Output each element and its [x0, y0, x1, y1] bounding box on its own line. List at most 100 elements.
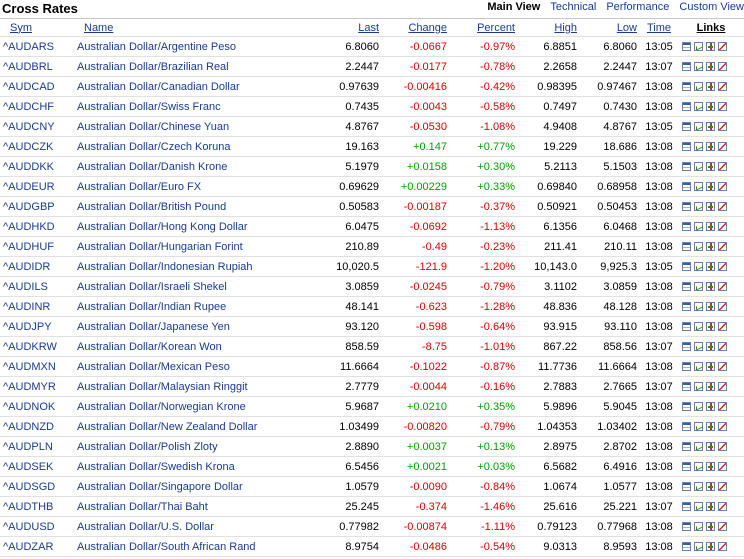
news-icon[interactable]	[718, 62, 727, 72]
name-link[interactable]: Australian Dollar/South African Rand	[74, 536, 314, 557]
quote-icon[interactable]	[682, 302, 691, 312]
news-icon[interactable]	[718, 262, 727, 272]
symbol-link[interactable]: ^AUDSEK	[0, 456, 74, 477]
name-link[interactable]: Australian Dollar/Chinese Yuan	[74, 116, 314, 137]
news-icon[interactable]	[718, 222, 727, 232]
quote-icon[interactable]	[682, 62, 691, 72]
chart-icon[interactable]	[694, 302, 703, 312]
quote-icon[interactable]	[682, 122, 691, 132]
name-link-text[interactable]: Australian Dollar/New Zealand Dollar	[77, 420, 258, 433]
name-link-text[interactable]: Australian Dollar/Brazilian Real	[77, 60, 229, 73]
technical-icon[interactable]	[706, 362, 715, 372]
quote-icon[interactable]	[682, 282, 691, 292]
name-link[interactable]: Australian Dollar/Indian Rupee	[74, 296, 314, 317]
quote-icon[interactable]	[682, 102, 691, 112]
technical-icon[interactable]	[706, 42, 715, 52]
name-link-text[interactable]: Australian Dollar/Hungarian Forint	[77, 240, 243, 253]
name-link[interactable]: Australian Dollar/Israeli Shekel	[74, 276, 314, 297]
column-header-high[interactable]: High	[554, 21, 577, 34]
quote-icon[interactable]	[682, 462, 691, 472]
quote-icon[interactable]	[682, 162, 691, 172]
technical-icon[interactable]	[706, 522, 715, 532]
column-header-last[interactable]: Last	[358, 21, 379, 34]
news-icon[interactable]	[718, 402, 727, 412]
chart-icon[interactable]	[694, 122, 703, 132]
symbol-link[interactable]: ^AUDCNY	[0, 116, 74, 137]
chart-icon[interactable]	[694, 202, 703, 212]
technical-icon[interactable]	[706, 322, 715, 332]
chart-icon[interactable]	[694, 162, 703, 172]
name-link[interactable]: Australian Dollar/Danish Krone	[74, 156, 314, 177]
chart-icon[interactable]	[694, 102, 703, 112]
technical-icon[interactable]	[706, 382, 715, 392]
quote-icon[interactable]	[682, 442, 691, 452]
name-link-text[interactable]: Australian Dollar/Korean Won	[77, 340, 222, 353]
name-link[interactable]: Australian Dollar/Euro FX	[74, 176, 314, 197]
name-link-text[interactable]: Australian Dollar/U.S. Dollar	[77, 520, 214, 533]
name-link-text[interactable]: Australian Dollar/Polish Zloty	[77, 440, 218, 453]
technical-icon[interactable]	[706, 182, 715, 192]
news-icon[interactable]	[718, 302, 727, 312]
symbol-link[interactable]: ^AUDTHB	[0, 496, 74, 517]
name-link[interactable]: Australian Dollar/Norwegian Krone	[74, 396, 314, 417]
quote-icon[interactable]	[682, 482, 691, 492]
quote-icon[interactable]	[682, 542, 691, 552]
news-icon[interactable]	[718, 502, 727, 512]
symbol-link[interactable]: ^AUDEUR	[0, 176, 74, 197]
name-link-text[interactable]: Australian Dollar/South African Rand	[77, 540, 256, 553]
technical-icon[interactable]	[706, 502, 715, 512]
column-header-percent[interactable]: Percent	[477, 21, 515, 34]
name-link[interactable]: Australian Dollar/Brazilian Real	[74, 56, 314, 77]
chart-icon[interactable]	[694, 402, 703, 412]
news-icon[interactable]	[718, 482, 727, 492]
name-link[interactable]: Australian Dollar/Indonesian Rupiah	[74, 256, 314, 277]
news-icon[interactable]	[718, 442, 727, 452]
chart-icon[interactable]	[694, 522, 703, 532]
news-icon[interactable]	[718, 242, 727, 252]
symbol-link[interactable]: ^AUDILS	[0, 276, 74, 297]
column-header-name[interactable]: Name	[84, 21, 114, 34]
name-link-text[interactable]: Australian Dollar/Israeli Shekel	[77, 280, 227, 293]
chart-icon[interactable]	[694, 542, 703, 552]
chart-icon[interactable]	[694, 142, 703, 152]
chart-icon[interactable]	[694, 82, 703, 92]
symbol-link[interactable]: ^AUDCHF	[0, 96, 74, 117]
technical-icon[interactable]	[706, 402, 715, 412]
name-link-text[interactable]: Australian Dollar/Canadian Dollar	[77, 80, 240, 93]
quote-icon[interactable]	[682, 82, 691, 92]
symbol-link[interactable]: ^AUDMYR	[0, 376, 74, 397]
name-link-text[interactable]: Australian Dollar/Swedish Krona	[77, 460, 235, 473]
technical-icon[interactable]	[706, 302, 715, 312]
name-link-text[interactable]: Australian Dollar/Danish Krone	[77, 160, 228, 173]
name-link-text[interactable]: Australian Dollar/Japanese Yen	[77, 320, 230, 333]
name-link[interactable]: Australian Dollar/Canadian Dollar	[74, 76, 314, 97]
quote-icon[interactable]	[682, 182, 691, 192]
name-link-text[interactable]: Australian Dollar/Indian Rupee	[77, 300, 227, 313]
chart-icon[interactable]	[694, 482, 703, 492]
symbol-link[interactable]: ^AUDCAD	[0, 76, 74, 97]
news-icon[interactable]	[718, 122, 727, 132]
quote-icon[interactable]	[682, 522, 691, 532]
tab-performance[interactable]: Performance	[606, 1, 670, 13]
name-link-text[interactable]: Australian Dollar/Chinese Yuan	[77, 120, 230, 133]
name-link-text[interactable]: Australian Dollar/Indonesian Rupiah	[77, 260, 253, 273]
symbol-link[interactable]: ^AUDMXN	[0, 356, 74, 377]
chart-icon[interactable]	[694, 422, 703, 432]
name-link[interactable]: Australian Dollar/Argentine Peso	[74, 36, 314, 57]
column-header-time[interactable]: Time	[646, 21, 672, 34]
name-link-text[interactable]: Australian Dollar/Norwegian Krone	[77, 400, 246, 413]
chart-icon[interactable]	[694, 382, 703, 392]
symbol-link[interactable]: ^AUDDKK	[0, 156, 74, 177]
technical-icon[interactable]	[706, 442, 715, 452]
technical-icon[interactable]	[706, 222, 715, 232]
name-link[interactable]: Australian Dollar/Thai Baht	[74, 496, 314, 517]
symbol-link[interactable]: ^AUDIDR	[0, 256, 74, 277]
chart-icon[interactable]	[694, 442, 703, 452]
news-icon[interactable]	[718, 422, 727, 432]
name-link[interactable]: Australian Dollar/U.S. Dollar	[74, 516, 314, 537]
technical-icon[interactable]	[706, 462, 715, 472]
news-icon[interactable]	[718, 182, 727, 192]
technical-icon[interactable]	[706, 342, 715, 352]
name-link-text[interactable]: Australian Dollar/Argentine Peso	[77, 40, 236, 53]
technical-icon[interactable]	[706, 142, 715, 152]
